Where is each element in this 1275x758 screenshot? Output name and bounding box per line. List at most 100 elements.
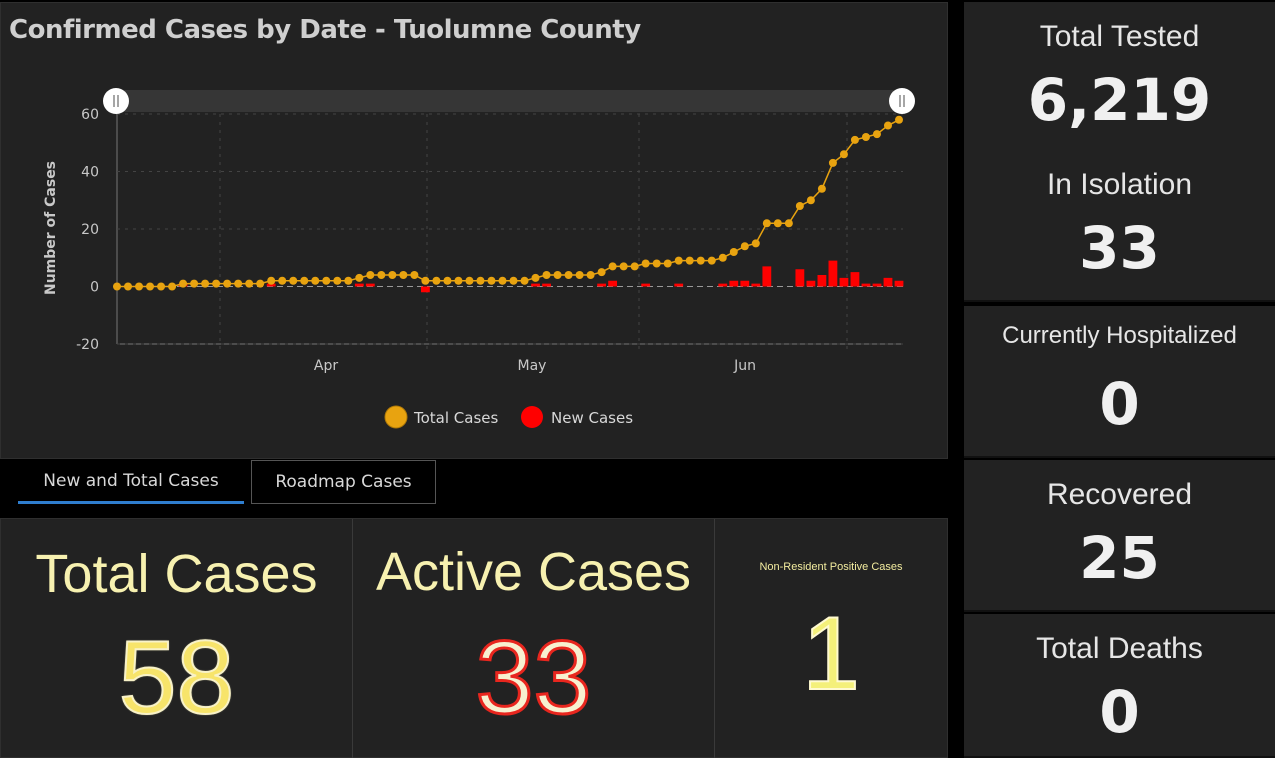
non-resident-cases-value: 1	[801, 595, 861, 713]
total-cases-point	[366, 271, 375, 279]
total-cases-line	[117, 119, 900, 288]
tab-new-and-total-cases[interactable]: New and Total Cases	[18, 460, 244, 504]
recovered-card: Recovered 25	[964, 460, 1275, 612]
currently-hospitalized-value: 0	[1099, 370, 1140, 438]
stats-panel: Total Cases 58 Active Cases 33 Non-Resid…	[0, 518, 948, 758]
tab-roadmap-cases[interactable]: Roadmap Cases	[251, 460, 436, 504]
total-cases-point	[179, 279, 188, 288]
total-cases-point	[146, 282, 155, 291]
total-cases-point	[432, 276, 441, 285]
total-cases-point	[597, 268, 606, 277]
new-cases-bar	[608, 280, 618, 287]
total-tested-label: Total Tested	[1039, 20, 1200, 53]
total-cases-point	[245, 279, 254, 288]
total-cases-point	[608, 262, 617, 271]
recovered-value: 25	[1079, 524, 1160, 592]
new-cases-bar	[740, 280, 750, 287]
new-cases-bar	[839, 277, 849, 287]
total-cases-point	[311, 276, 320, 285]
total-cases-point	[322, 276, 331, 285]
new-cases-bar	[751, 283, 761, 287]
total-cases-point	[564, 271, 573, 279]
total-cases-point	[872, 130, 881, 139]
total-cases-point	[113, 282, 121, 291]
total-cases-point	[663, 259, 672, 268]
active-cases-label: Active Cases	[375, 542, 692, 602]
total-cases-point	[828, 158, 837, 167]
total-cases-point	[861, 133, 870, 141]
legend-total-cases[interactable]: Total Cases	[384, 405, 499, 429]
total-cases-point	[619, 262, 628, 271]
total-cases-point	[839, 150, 848, 159]
new-cases-bar	[817, 275, 827, 287]
total-cases-point	[652, 259, 661, 268]
x-tick-label: Apr	[314, 358, 338, 374]
recovered-label: Recovered	[1046, 478, 1193, 511]
total-cases-point	[388, 271, 397, 279]
total-cases-point	[674, 256, 683, 265]
in-isolation-value: 33	[1079, 214, 1160, 282]
in-isolation-label: In Isolation	[1046, 168, 1193, 201]
total-cases-point	[410, 271, 419, 279]
range-selector-bar[interactable]	[116, 90, 903, 112]
total-cases-point	[762, 219, 771, 228]
total-cases-point	[135, 282, 144, 291]
total-deaths-card: Total Deaths 0	[964, 614, 1275, 758]
total-cases-point	[850, 135, 859, 144]
total-cases-point	[740, 242, 749, 251]
total-cases-point	[421, 276, 430, 285]
svg-text:New Cases: New Cases	[551, 409, 633, 427]
total-cases-point	[641, 259, 650, 268]
total-cases-point	[586, 271, 595, 279]
total-cases-point	[795, 202, 804, 210]
total-cases-point	[784, 219, 793, 228]
new-cases-bar	[674, 283, 684, 287]
in-isolation-card: In Isolation 33	[964, 150, 1275, 302]
new-cases-bar	[420, 286, 430, 293]
total-deaths-label: Total Deaths	[1036, 632, 1203, 665]
legend-new-cases[interactable]: New Cases	[521, 406, 633, 428]
y-tick-label: 60	[81, 107, 99, 123]
y-axis-label: Number of Cases	[43, 161, 59, 295]
new-cases-bar	[762, 266, 772, 287]
new-cases-bar	[641, 283, 651, 287]
total-cases-point	[157, 282, 166, 291]
chart-panel: Confirmed Cases by Date - Tuolumne Count…	[0, 2, 948, 459]
new-cases-bar	[872, 283, 882, 287]
total-cases-label: Total Cases	[35, 544, 318, 604]
total-tested-card: Total Tested 6,219	[964, 2, 1275, 154]
total-cases-point	[234, 279, 243, 288]
new-cases-bar	[828, 260, 838, 287]
total-cases-point	[333, 276, 342, 285]
currently-hospitalized-label: Currently Hospitalized	[1002, 322, 1237, 349]
chart-title: Confirmed Cases by Date - Tuolumne Count…	[9, 15, 641, 45]
y-tick-label: 20	[81, 222, 99, 238]
new-cases-bar	[883, 277, 893, 287]
cases-chart[interactable]: -20 0 20 40 60 Apr May Jun Number of Cases Tota…	[1, 3, 949, 460]
new-cases-bar	[365, 283, 375, 287]
total-cases-point	[399, 271, 408, 279]
total-cases-point	[267, 276, 276, 285]
total-cases-point	[278, 276, 287, 285]
currently-hospitalized-card: Currently Hospitalized 0	[964, 306, 1275, 458]
total-cases-point	[542, 271, 551, 279]
total-cases-point	[168, 282, 177, 291]
range-handle-left[interactable]	[103, 88, 129, 114]
total-cases-point	[124, 282, 133, 291]
total-cases-point	[718, 253, 727, 262]
new-cases-bar	[597, 283, 607, 287]
total-deaths-value: 0	[1099, 678, 1140, 746]
range-handle-right[interactable]	[889, 88, 915, 114]
new-cases-bar	[894, 280, 904, 287]
total-cases-point	[553, 271, 562, 279]
new-cases-bar	[718, 283, 728, 287]
total-cases-point	[487, 276, 496, 285]
active-cases-value: 33	[474, 619, 593, 738]
total-cases-point	[773, 219, 782, 228]
y-tick-label: 40	[81, 165, 99, 181]
y-tick-label: -20	[76, 337, 99, 353]
total-cases-point	[377, 271, 386, 279]
total-cases-point	[707, 256, 716, 265]
total-cases-point	[520, 276, 529, 285]
total-cases-point	[696, 256, 705, 265]
